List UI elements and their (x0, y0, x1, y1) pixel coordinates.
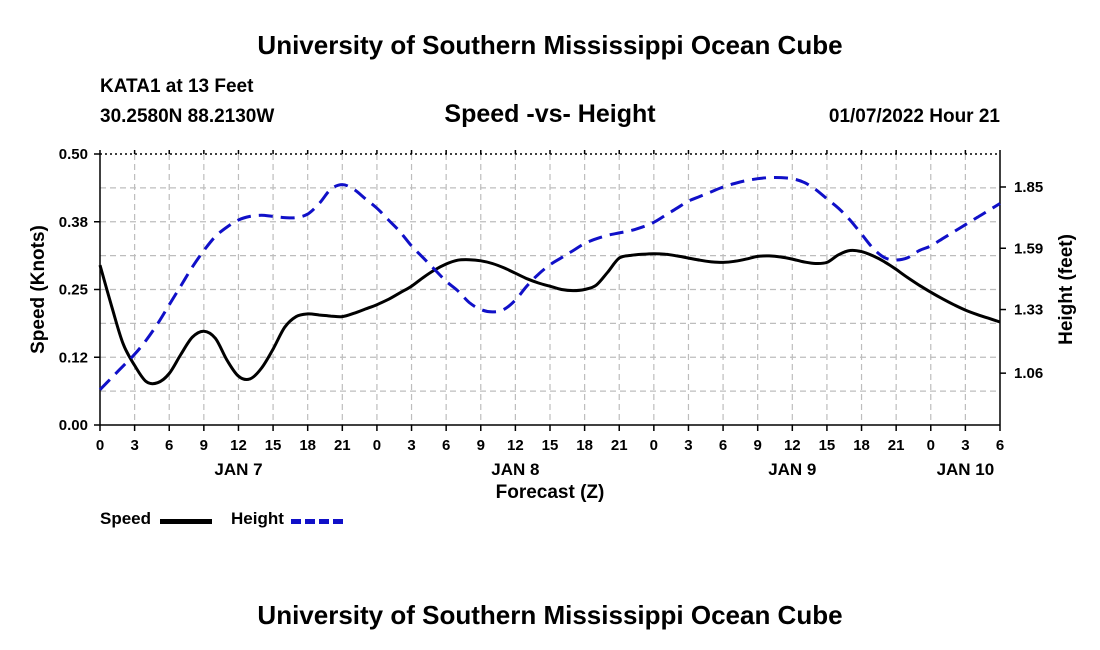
x-tick-label: 15 (265, 437, 282, 454)
x-tick-label: 3 (407, 437, 415, 454)
y-left-tick-label: 0.12 (59, 349, 88, 366)
x-tick-label: 12 (230, 437, 247, 454)
chart-title: Speed -vs- Height (444, 100, 656, 128)
chart-grid (100, 154, 1000, 425)
chart-axes (94, 150, 1006, 431)
y-right-axis-title: Height (feet) (1056, 234, 1077, 345)
x-tick-label: 18 (299, 437, 316, 454)
x-tick-label: 15 (819, 437, 836, 454)
x-tick-label: 0 (373, 437, 381, 454)
x-tick-label: 9 (754, 437, 762, 454)
y-right-tick-label: 1.33 (1014, 302, 1043, 319)
legend-height-label: Height (231, 509, 284, 528)
x-tick-label: 6 (719, 437, 727, 454)
x-tick-label: 3 (961, 437, 969, 454)
x-tick-label: 0 (650, 437, 658, 454)
chart-series (98, 175, 1001, 391)
y-left-tick-label: 0.38 (59, 214, 88, 231)
x-tick-label: 12 (784, 437, 801, 454)
forecast-datetime: 01/07/2022 Hour 21 (828, 106, 1000, 127)
chart-labels: 0 3 6 9 12 15 18 21 0 3 6 9 12 15 18 21 0 3 6 9 12 15 18 21 0 3 6J… (28, 146, 1077, 479)
x-day-label: JAN 7 (214, 460, 262, 479)
x-day-label: JAN 10 (937, 460, 995, 479)
y-left-tick-label: 0.00 (59, 417, 88, 434)
series-line-speed (98, 248, 1001, 386)
x-axis-label: Forecast (Z) (495, 482, 605, 503)
y-left-tick-label: 0.25 (59, 282, 88, 299)
station-coordinates: 30.2580N 88.2130W (100, 106, 275, 127)
x-tick-label: 9 (477, 437, 485, 454)
top-title: University of Southern Mississippi Ocean… (257, 30, 843, 60)
legend-speed-swatch (160, 519, 212, 524)
x-day-label: JAN 9 (768, 460, 816, 479)
x-tick-label: 6 (165, 437, 173, 454)
x-tick-label: 18 (576, 437, 593, 454)
x-tick-label: 9 (200, 437, 208, 454)
x-tick-label: 0 (927, 437, 935, 454)
legend-height-swatch (291, 519, 343, 524)
x-tick-label: 6 (996, 437, 1004, 454)
series-line-height (98, 175, 1001, 391)
y-left-axis-title: Speed (Knots) (28, 225, 49, 354)
x-tick-label: 21 (888, 437, 905, 454)
x-tick-label: 12 (507, 437, 524, 454)
y-right-tick-label: 1.06 (1014, 365, 1043, 382)
y-right-tick-label: 1.59 (1014, 240, 1043, 257)
legend-speed-label: Speed (100, 509, 152, 528)
bottom-title: University of Southern Mississippi Ocean… (257, 600, 843, 630)
x-tick-label: 18 (853, 437, 870, 454)
y-left-tick-label: 0.50 (59, 146, 88, 163)
x-day-label: JAN 8 (491, 460, 539, 479)
x-tick-label: 3 (130, 437, 138, 454)
y-right-tick-label: 1.85 (1014, 179, 1043, 196)
x-tick-label: 21 (611, 437, 628, 454)
station-name: KATA1 at 13 Feet (100, 76, 254, 97)
x-tick-label: 3 (684, 437, 692, 454)
x-tick-label: 0 (96, 437, 104, 454)
x-tick-label: 21 (334, 437, 351, 454)
x-tick-label: 6 (442, 437, 450, 454)
x-tick-label: 15 (542, 437, 559, 454)
